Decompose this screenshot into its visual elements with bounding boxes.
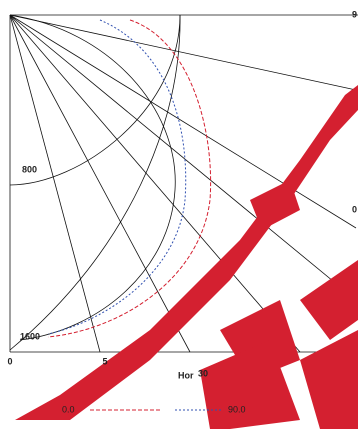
axis-label: Hor <box>178 370 194 380</box>
plot-frame <box>9 14 358 353</box>
legend-label: 90.0 <box>228 404 246 414</box>
r-tick-label: 800 <box>22 164 37 174</box>
r-tick-label: 1600 <box>20 331 40 341</box>
red-overlay <box>15 85 358 429</box>
series-0-curve <box>47 19 212 338</box>
corner-label: 9 <box>352 9 357 19</box>
series-1-curve <box>47 19 187 335</box>
x-tick-label: 0 <box>7 356 12 366</box>
corner-label: 0 <box>352 204 357 214</box>
axis-label: 30 <box>198 368 208 378</box>
x-tick-label: 5 <box>102 356 107 366</box>
legend-label: 0.0 <box>62 404 75 414</box>
